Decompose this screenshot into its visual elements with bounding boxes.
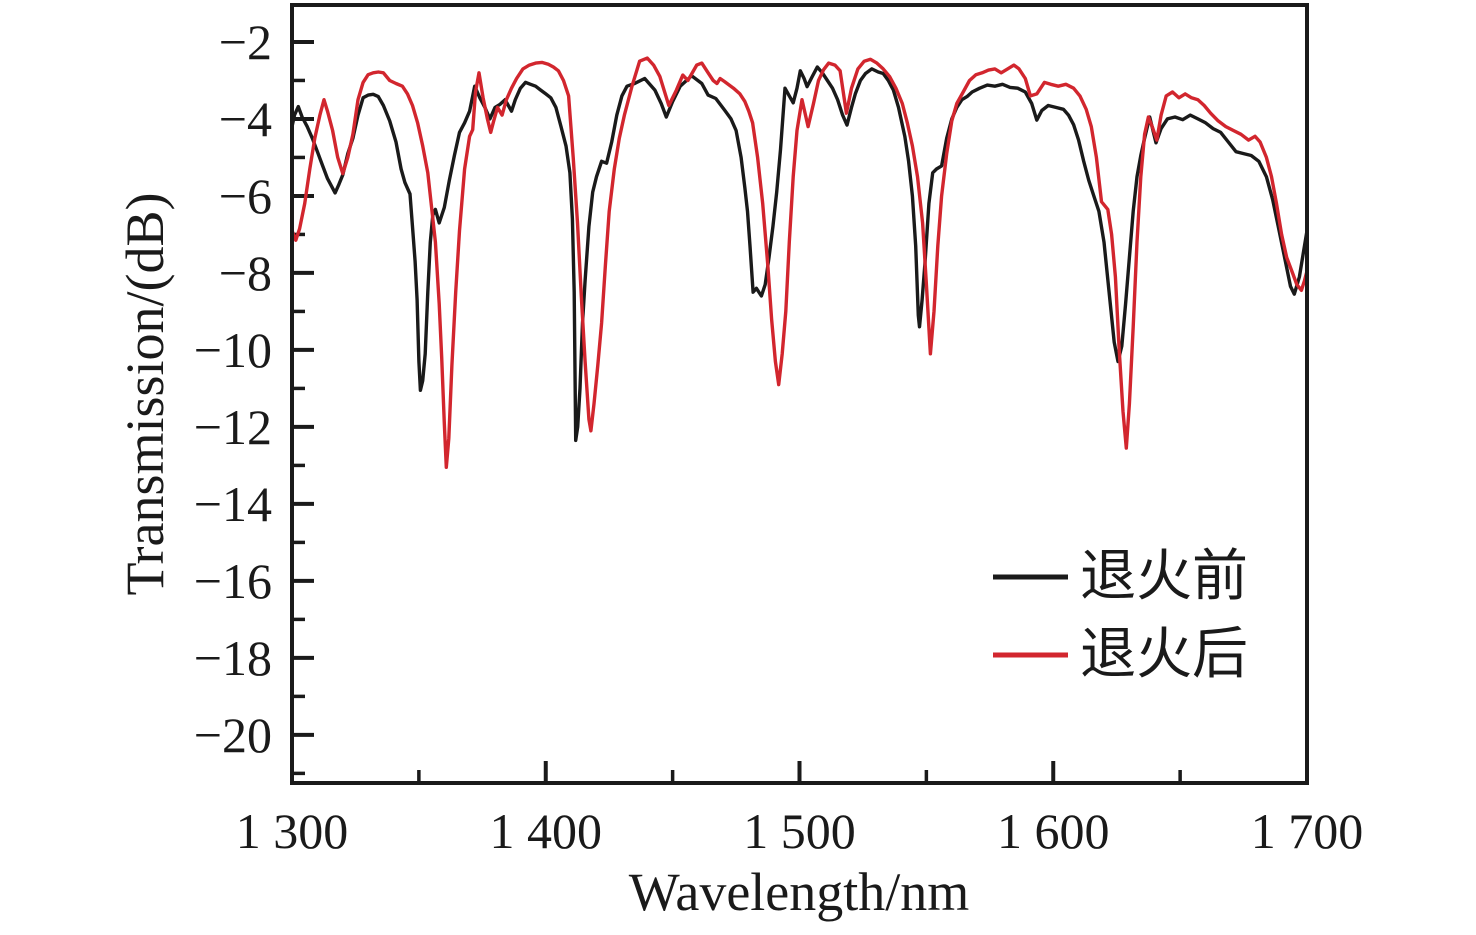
x-tick-label: 1 600 xyxy=(997,803,1110,859)
y-tick-label: −18 xyxy=(194,630,272,686)
x-tick-label: 1 300 xyxy=(236,803,349,859)
plot-border xyxy=(290,3,1309,785)
legend-label-before-annealing: 退火前 xyxy=(1080,546,1248,608)
series-before-annealing-line xyxy=(290,65,1309,443)
series-after-annealing-line xyxy=(290,56,1309,469)
legend-item-before-annealing: 退火前 xyxy=(993,546,1248,608)
y-tick-label: −12 xyxy=(194,399,272,455)
y-axis-title: Transmission/(dB) xyxy=(115,192,175,595)
x-tick-label: 1 400 xyxy=(490,803,603,859)
y-tick-label: −2 xyxy=(219,14,272,70)
axis-tick-labels: 1 300 1 400 1 500 1 600 1 700 −2 −4 −6 −8 −10 −12 −… xyxy=(194,14,1363,859)
data-series xyxy=(290,56,1309,469)
legend-label-after-annealing: 退火后 xyxy=(1080,624,1248,686)
y-tick-label: −6 xyxy=(219,168,272,224)
legend-item-after-annealing: 退火后 xyxy=(993,624,1248,686)
y-tick-label: −10 xyxy=(194,322,272,378)
x-tick-label: 1 500 xyxy=(743,803,856,859)
legend: 退火前 退火后 xyxy=(993,546,1248,686)
y-tick-label: −8 xyxy=(219,245,272,301)
y-tick-label: −16 xyxy=(194,553,272,609)
x-tick-label: 1 700 xyxy=(1251,803,1364,859)
y-tick-label: −4 xyxy=(219,91,272,147)
x-axis-title: Wavelength/nm xyxy=(629,862,970,922)
y-tick-label: −20 xyxy=(194,707,272,763)
axis-ticks xyxy=(290,39,1309,783)
y-tick-label: −14 xyxy=(194,476,272,532)
